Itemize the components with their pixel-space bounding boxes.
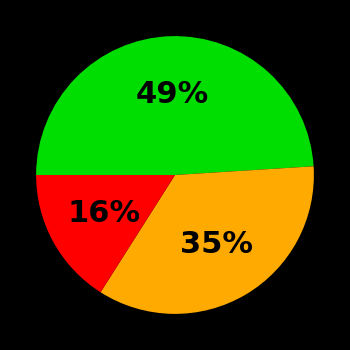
Text: 49%: 49% (136, 80, 209, 109)
Wedge shape (36, 175, 175, 292)
Text: 16%: 16% (68, 199, 141, 228)
Text: 35%: 35% (180, 230, 252, 259)
Wedge shape (36, 36, 314, 175)
Wedge shape (100, 166, 314, 314)
